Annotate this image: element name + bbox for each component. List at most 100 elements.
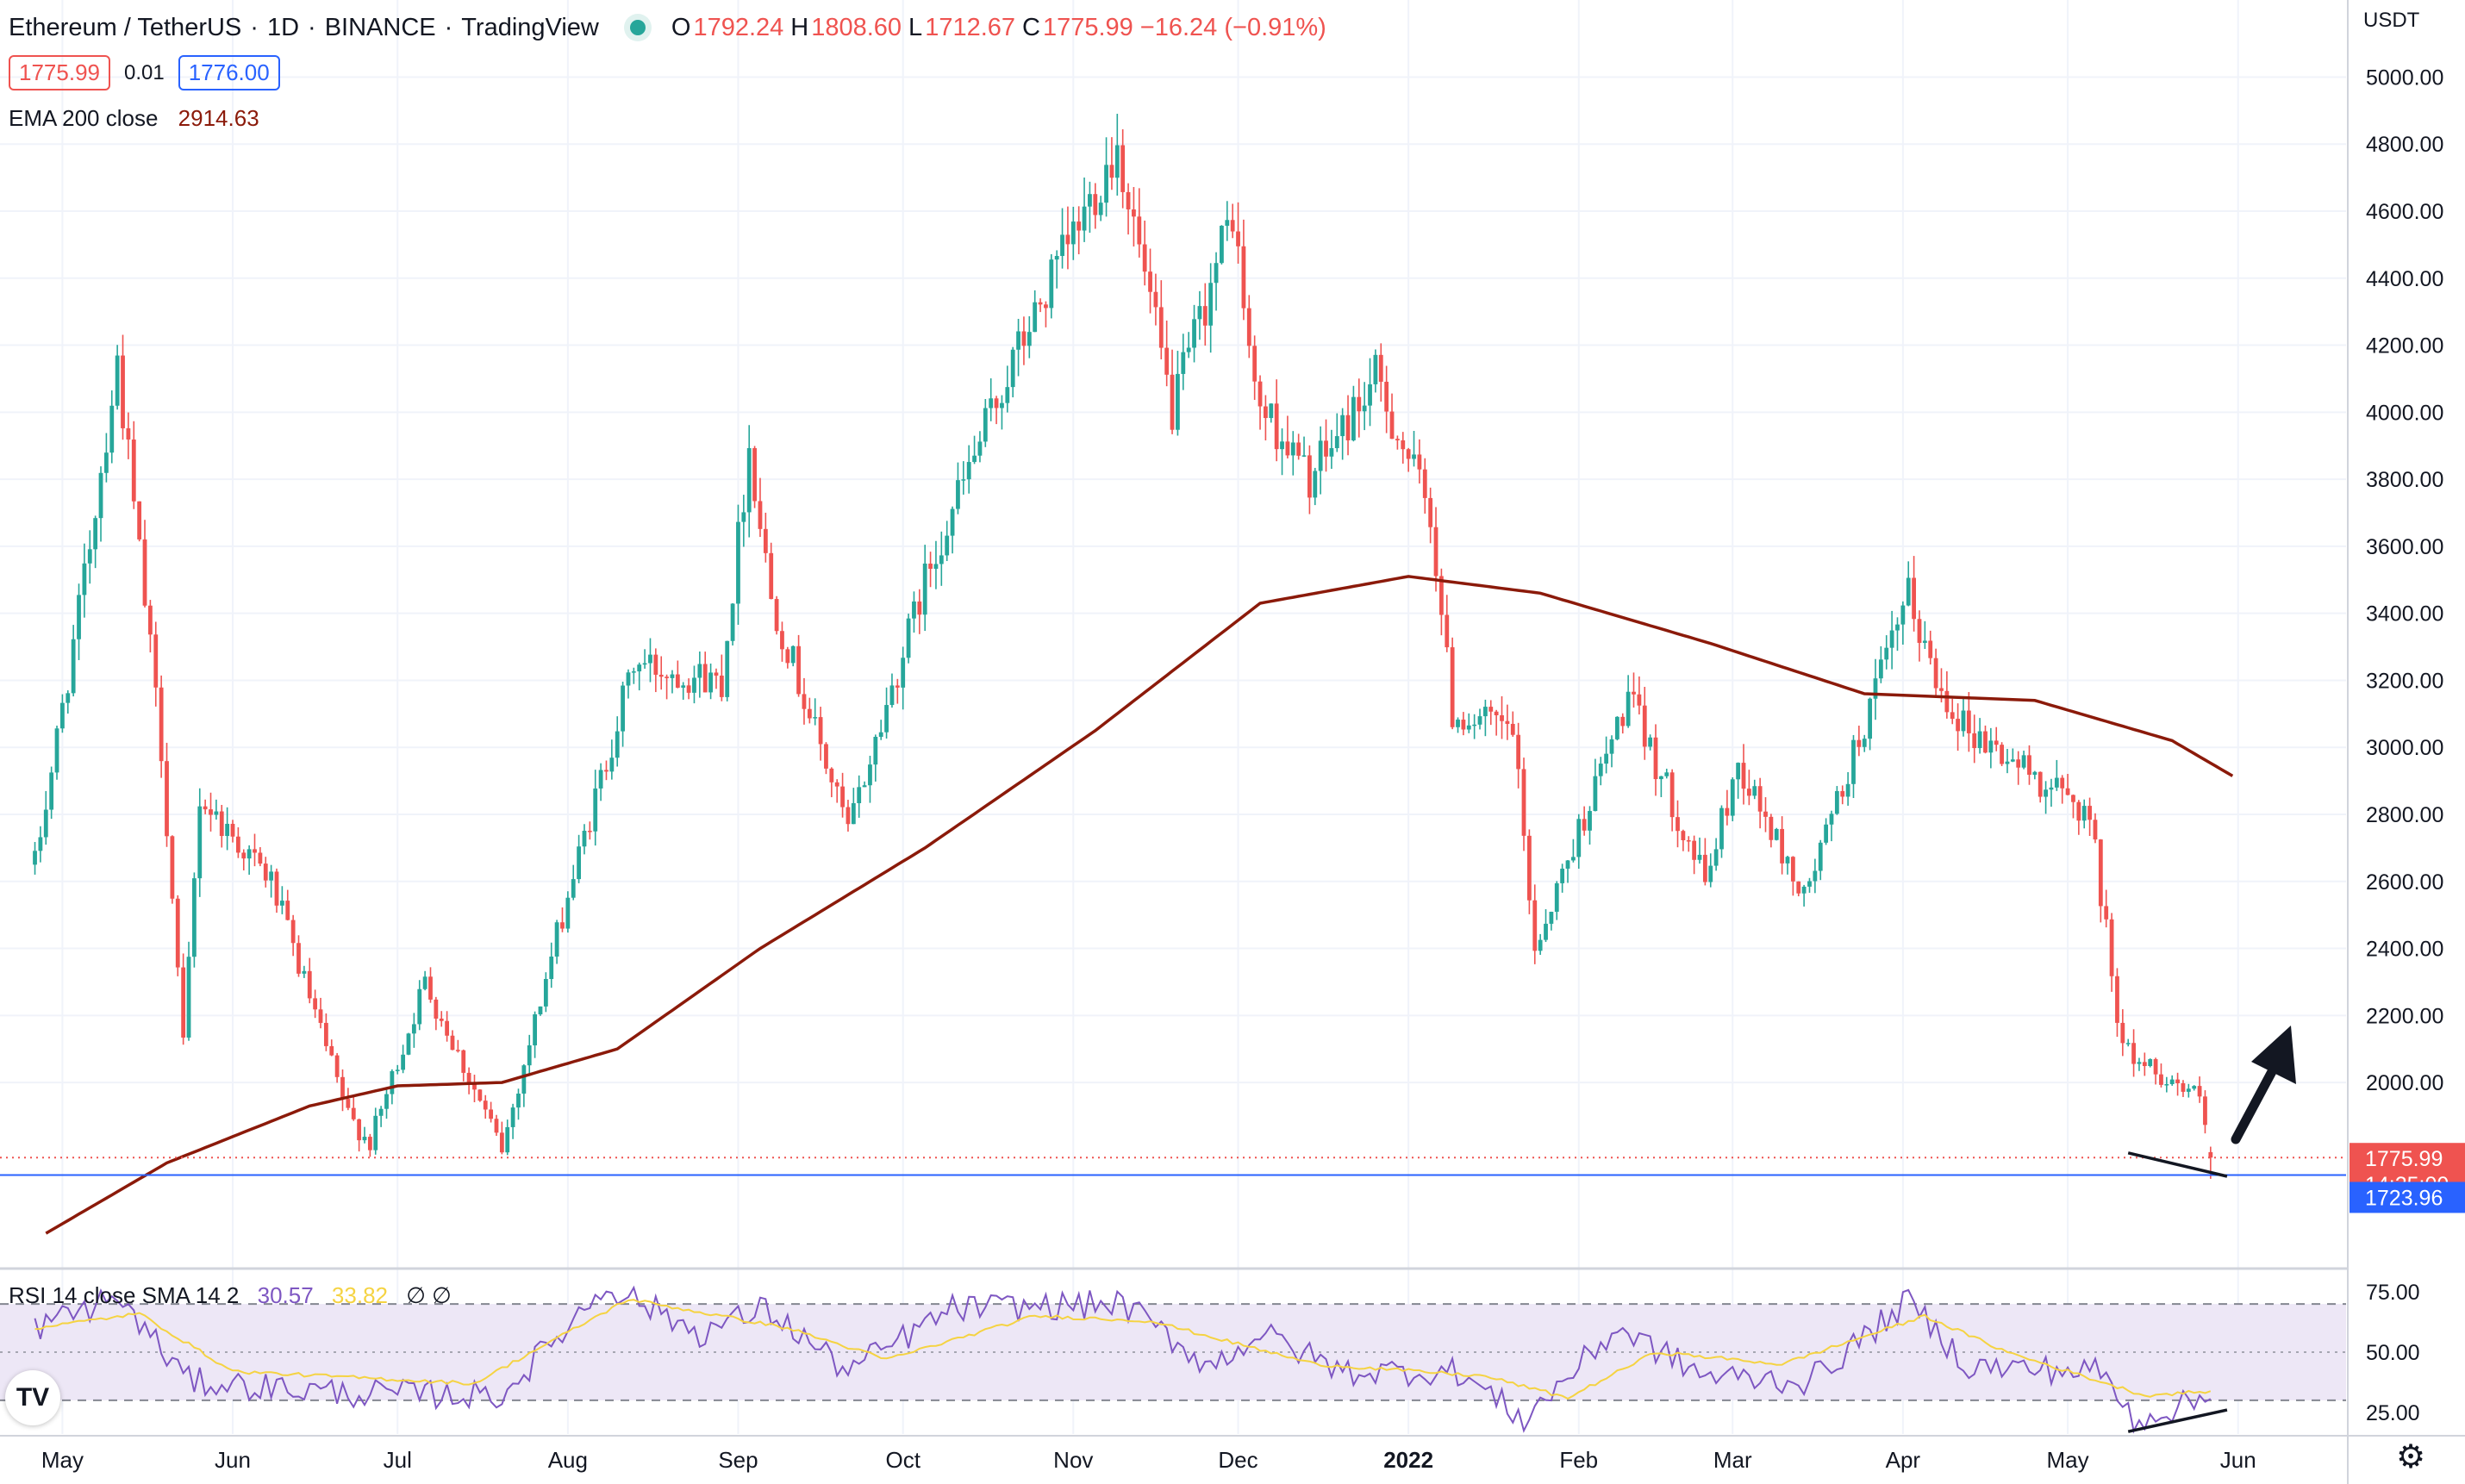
candle: [2142, 1052, 2147, 1076]
candle-body: [1702, 854, 1707, 882]
gear-icon[interactable]: ⚙: [2396, 1439, 2426, 1475]
candle: [1406, 447, 1411, 472]
candle: [730, 602, 735, 645]
candle: [1604, 736, 1609, 774]
candle-body: [1994, 740, 1999, 745]
candle: [510, 1103, 515, 1139]
interval[interactable]: 1D: [266, 13, 300, 41]
candle-body: [2175, 1079, 2180, 1083]
candle-body: [131, 440, 136, 502]
candle: [2115, 968, 2119, 1038]
candle: [66, 690, 71, 714]
candle-body: [49, 772, 54, 810]
candle-body: [285, 901, 290, 920]
candle: [1010, 346, 1015, 398]
candle: [813, 698, 818, 726]
candle-body: [1532, 900, 1538, 951]
candle: [2203, 1090, 2207, 1134]
candle-body: [1824, 824, 1829, 843]
candle: [153, 621, 159, 707]
candle: [1521, 758, 1526, 851]
candle-body: [1873, 678, 1878, 699]
candle-body: [103, 452, 109, 473]
candle: [1477, 708, 1482, 730]
candle-body: [1257, 381, 1263, 407]
candle: [1181, 334, 1186, 390]
candle-body: [1697, 854, 1702, 860]
x-tick-label: Mar: [1713, 1447, 1752, 1473]
candle: [621, 682, 625, 747]
y-tick-label: 5000.00: [2366, 65, 2443, 90]
x-tick-label: May: [2047, 1447, 2089, 1473]
candle: [318, 997, 323, 1029]
candle: [521, 1063, 527, 1107]
candle-body: [533, 1013, 538, 1046]
candle: [790, 645, 796, 667]
tradingview-logo-icon[interactable]: TV: [5, 1370, 60, 1425]
candle: [1702, 838, 1707, 886]
candles[interactable]: [33, 114, 2213, 1179]
candle-body: [648, 654, 652, 664]
sell-price-button[interactable]: 1775.99: [9, 55, 110, 90]
candle-body: [2142, 1062, 2147, 1067]
candle: [1412, 431, 1416, 467]
candle: [2021, 751, 2026, 770]
candle-body: [862, 785, 867, 788]
candle: [1334, 413, 1339, 452]
y-tick-label: 4400.00: [2366, 267, 2443, 291]
candle: [1807, 877, 1812, 893]
candle: [181, 953, 186, 1045]
candle: [411, 1013, 416, 1048]
ema-legend[interactable]: EMA 200 close 2914.63: [9, 105, 259, 132]
candle: [1669, 769, 1675, 832]
candle-body: [1477, 716, 1482, 725]
candle: [1994, 726, 1999, 751]
candle-body: [2125, 1043, 2131, 1044]
candle: [1401, 432, 1406, 464]
candle: [428, 967, 433, 1003]
candle-body: [1500, 714, 1504, 721]
candle: [2109, 913, 2114, 992]
candle: [642, 649, 647, 669]
candle-body: [2065, 788, 2070, 795]
candle: [1070, 206, 1076, 260]
candle-body: [675, 674, 680, 688]
annotations[interactable]: [2127, 1026, 2296, 1433]
candle-body: [2131, 1043, 2136, 1064]
symbol-title[interactable]: Ethereum / TetherUS: [9, 13, 242, 41]
candle-body: [708, 672, 713, 693]
candle-body: [1378, 354, 1383, 382]
candle-body: [966, 462, 971, 480]
candle: [489, 1101, 494, 1123]
candle: [686, 678, 691, 700]
candle-body: [181, 967, 186, 1038]
candle-body: [1401, 440, 1406, 450]
candle-body: [1214, 263, 1219, 284]
candle-body: [82, 563, 87, 595]
candle: [142, 520, 147, 608]
candle-body: [225, 823, 230, 837]
candle-body: [269, 871, 274, 881]
candle: [1950, 698, 1955, 725]
candle: [587, 821, 592, 840]
candle-body: [956, 480, 960, 509]
candle-body: [93, 518, 98, 550]
candle: [2192, 1085, 2197, 1091]
candle-body: [2159, 1074, 2163, 1085]
candle: [681, 682, 686, 700]
buy-price-button[interactable]: 1776.00: [178, 55, 280, 90]
candle: [1176, 351, 1180, 436]
axis-currency[interactable]: USDT: [2363, 9, 2420, 32]
candle: [725, 640, 730, 701]
candle: [884, 687, 889, 739]
candle-body: [2153, 1059, 2158, 1075]
candle-body: [1021, 331, 1027, 346]
candle-body: [1230, 220, 1235, 232]
rsi-legend[interactable]: RSI 14 close SMA 14 2 30.57 33.82 ∅ ∅: [9, 1282, 452, 1309]
candle: [203, 799, 208, 814]
candle: [1054, 250, 1059, 289]
candle: [582, 824, 587, 855]
candle: [1351, 385, 1356, 442]
candle: [1126, 183, 1131, 235]
